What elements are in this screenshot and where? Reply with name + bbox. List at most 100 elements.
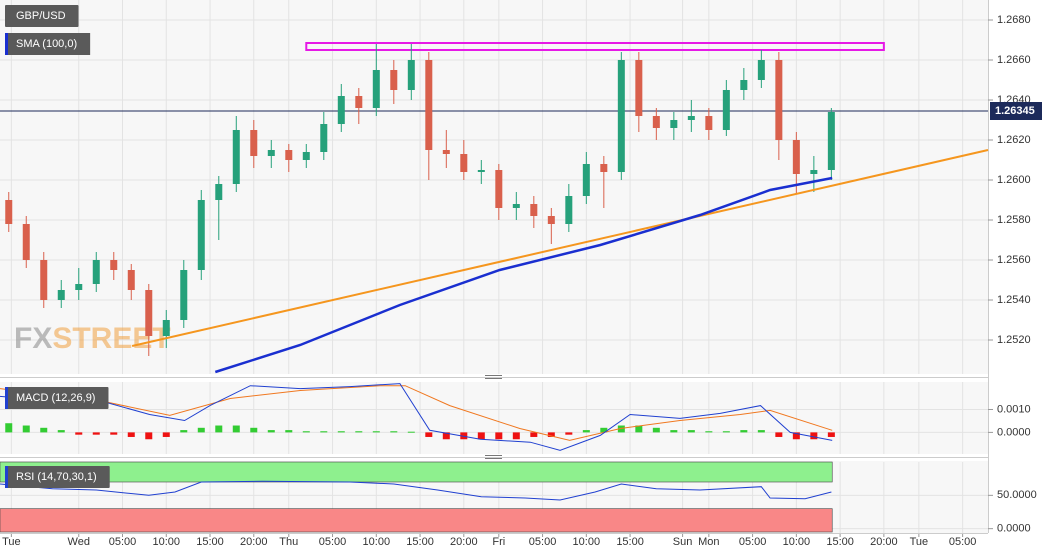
candle-body — [530, 204, 538, 216]
histogram-bar — [145, 432, 153, 440]
histogram-bar — [267, 430, 275, 433]
histogram-bar — [5, 423, 13, 433]
candle-body — [372, 70, 380, 108]
legend-label: GBP/USD — [16, 10, 66, 22]
x-tick-label: 15:00 — [826, 536, 854, 548]
histogram-bar — [57, 430, 65, 433]
x-tick-label: 10:00 — [153, 536, 181, 548]
candle-body — [337, 96, 345, 124]
oversold-band — [0, 508, 833, 533]
rsi-line — [0, 480, 832, 501]
y-tick-label: 1.2680 — [997, 14, 1031, 26]
histogram-bar — [127, 432, 135, 437]
histogram-bar — [740, 430, 748, 433]
candle-body — [442, 150, 450, 154]
x-tick-label: 10:00 — [573, 536, 601, 548]
histogram-bar — [355, 431, 363, 433]
histogram-bar — [215, 425, 223, 433]
candle-body — [565, 196, 573, 224]
candle-body — [127, 270, 135, 290]
histogram-bar — [547, 432, 555, 437]
legend: GBP/USD — [5, 5, 79, 27]
candle-body — [705, 116, 713, 130]
candle-body — [425, 60, 433, 150]
candle-body — [827, 112, 835, 170]
x-tick-label: 20:00 — [870, 536, 898, 548]
histogram-bar — [22, 425, 30, 433]
y-tick-label: 1.2540 — [997, 294, 1031, 306]
candle-body — [75, 284, 83, 290]
histogram-bar — [232, 425, 240, 433]
candle-body — [145, 290, 153, 336]
last-price-tag: 1.26345 — [990, 102, 1042, 120]
candle-body — [162, 320, 170, 336]
candle-body — [5, 200, 13, 224]
histogram-bar — [512, 432, 520, 440]
x-tick-label: 05:00 — [319, 536, 347, 548]
y-tick-label: 50.0000 — [997, 489, 1037, 501]
x-tick-label: 05:00 — [529, 536, 557, 548]
x-tick-label: 15:00 — [196, 536, 224, 548]
x-tick-label: 05:00 — [109, 536, 137, 548]
candle-body — [92, 260, 100, 284]
candle-body — [355, 96, 363, 108]
watermark-street: STREET — [52, 322, 170, 355]
histogram-bar — [792, 432, 800, 440]
histogram-bar — [320, 431, 328, 433]
x-tick-label: Thu — [279, 536, 298, 548]
candle-body — [215, 184, 223, 200]
overbought-band — [0, 461, 833, 483]
x-tick-label: Sun — [673, 536, 693, 548]
x-tick-label: 10:00 — [783, 536, 811, 548]
candle-body — [670, 120, 678, 128]
candle-body — [320, 124, 328, 152]
resize-grip[interactable] — [485, 375, 502, 459]
resistance-zone — [305, 42, 885, 51]
histogram-bar — [530, 432, 538, 437]
y-tick-label: 1.2560 — [997, 254, 1031, 266]
histogram-bar — [285, 430, 293, 433]
x-tick-label: 20:00 — [450, 536, 478, 548]
macd-panel — [0, 382, 988, 454]
candle-body — [617, 60, 625, 172]
candle-body — [722, 90, 730, 130]
y-tick-label: 1.2520 — [997, 334, 1031, 346]
x-tick-label: Tue — [910, 536, 929, 548]
legend-box — [5, 33, 91, 55]
histogram-bar — [827, 432, 835, 437]
histogram-bar — [687, 430, 695, 433]
candle-body — [180, 270, 188, 320]
candle-body — [652, 116, 660, 128]
candle-body — [582, 164, 590, 196]
histogram-bar — [582, 430, 590, 433]
candle-body — [477, 170, 485, 172]
histogram-bar — [477, 432, 485, 440]
histogram-bar — [302, 431, 310, 433]
y-tick-label: 1.2580 — [997, 214, 1031, 226]
histogram-bar — [775, 432, 783, 437]
signal-line — [0, 385, 833, 441]
watermark-fx: FX — [14, 322, 52, 355]
legend: SMA (100,0) — [5, 33, 91, 55]
histogram-bar — [162, 432, 170, 437]
histogram-bar — [722, 431, 730, 433]
histogram-bar — [110, 432, 118, 435]
candle-body — [302, 152, 310, 160]
histogram-bar — [635, 425, 643, 433]
legend-swatch — [5, 466, 8, 488]
y-tick-label: 1.2600 — [997, 174, 1031, 186]
candle-body — [775, 60, 783, 140]
histogram-bar — [407, 431, 415, 433]
histogram-bar — [180, 430, 188, 433]
x-tick-label: Tue — [2, 536, 21, 548]
candle-body — [757, 60, 765, 80]
candle-body — [407, 60, 415, 90]
candle-body — [250, 130, 258, 156]
histogram-bar — [75, 432, 83, 435]
histogram-bar — [40, 427, 48, 433]
candle-body — [40, 260, 48, 300]
x-tick-label: 10:00 — [363, 536, 391, 548]
histogram-bar — [670, 430, 678, 433]
legend-box — [5, 5, 79, 27]
